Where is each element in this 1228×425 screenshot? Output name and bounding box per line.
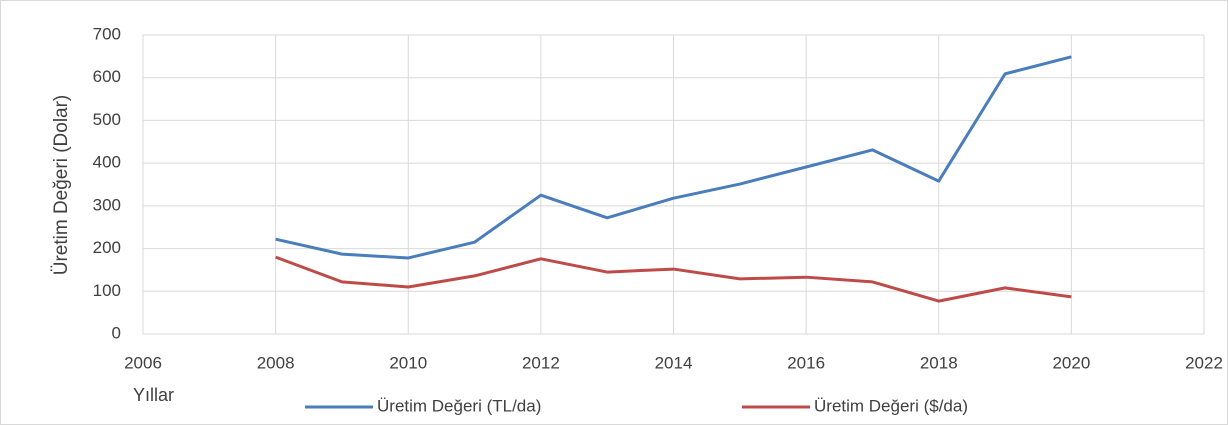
x-tick-label: 2016	[787, 353, 825, 372]
y-tick-label: 500	[93, 110, 121, 129]
y-tick-label: 0	[112, 323, 121, 342]
legend-label: Üretim Değeri ($/da)	[814, 396, 968, 415]
x-tick-label: 2018	[920, 353, 958, 372]
x-tick-label: 2006	[124, 353, 162, 372]
y-tick-label: 300	[93, 195, 121, 214]
y-tick-label: 200	[93, 238, 121, 257]
x-tick-label: 2008	[257, 353, 295, 372]
y-tick-label: 600	[93, 67, 121, 86]
y-tick-label: 400	[93, 153, 121, 172]
y-tick-label: 100	[93, 281, 121, 300]
x-tick-label: 2010	[389, 353, 427, 372]
x-tick-label: 2014	[655, 353, 693, 372]
legend-label: Üretim Değeri (TL/da)	[377, 396, 541, 415]
y-tick-label: 700	[93, 24, 121, 43]
x-axis-title: Yıllar	[133, 385, 174, 405]
x-tick-label: 2022	[1185, 353, 1223, 372]
x-tick-label: 2020	[1052, 353, 1090, 372]
line-series	[275, 255, 1072, 303]
line-series	[275, 55, 1072, 260]
y-axis-title: Üretim Değeri (Dolar)	[51, 95, 72, 276]
x-tick-label: 2012	[522, 353, 560, 372]
